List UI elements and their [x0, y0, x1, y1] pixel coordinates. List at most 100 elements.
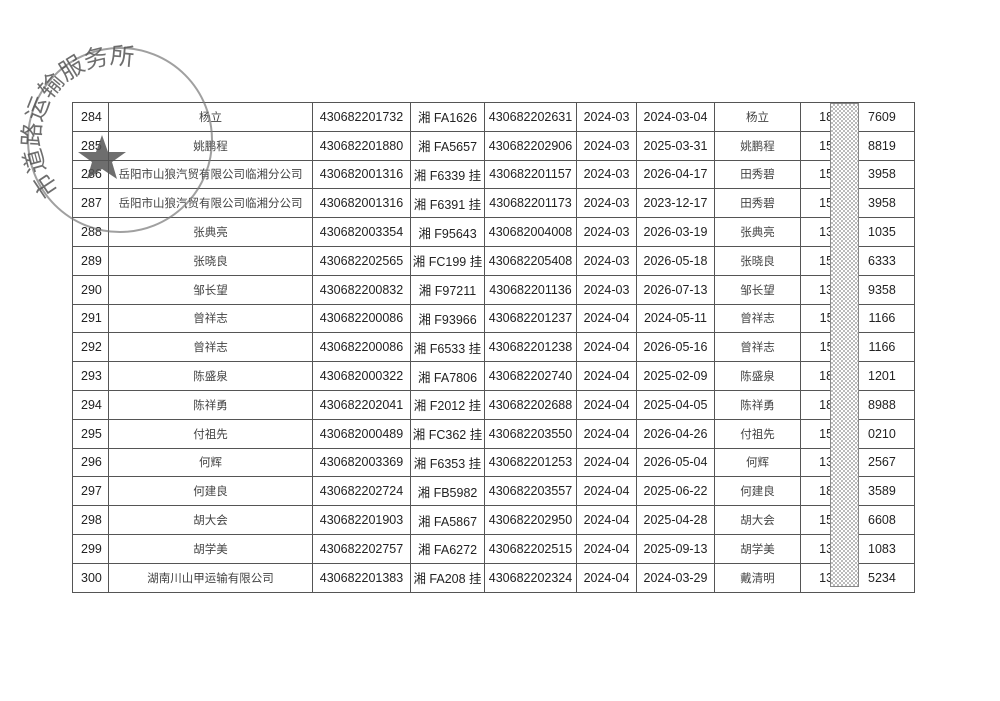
contact-name-cell: 陈盛泉 — [714, 361, 801, 391]
certificate-number-cell: 430682201136 — [484, 274, 577, 305]
phone-suffix: 1083 — [868, 541, 896, 556]
certificate-number-cell: 430682205408 — [484, 245, 577, 276]
month-cell: 2024-03 — [576, 188, 637, 219]
plate-number-cell: 湘 F97211 — [410, 274, 485, 305]
expiry-date-cell: 2026-04-17 — [636, 159, 715, 190]
owner-id-cell: 430682202757 — [312, 533, 411, 564]
plate-number-cell: 湘 F95643 — [410, 217, 485, 247]
contact-name-cell: 田秀碧 — [714, 188, 801, 219]
expiry-date-cell: 2026-05-16 — [636, 332, 715, 363]
owner-id-cell: 430682200086 — [312, 332, 411, 363]
owner-id-cell: 430682003354 — [312, 217, 411, 247]
plate-number-cell: 湘 FA5867 — [410, 505, 485, 535]
owner-name-cell: 胡大会 — [108, 505, 313, 535]
table-row: 288 张典亮 430682003354 湘 F95643 430682004008 20… — [72, 217, 915, 247]
row-number-cell: 298 — [72, 505, 109, 535]
contact-name-cell: 何建良 — [714, 476, 801, 507]
month-cell: 2024-04 — [576, 505, 637, 535]
expiry-date-cell: 2024-05-11 — [636, 303, 715, 334]
contact-name-cell: 戴清明 — [714, 562, 801, 593]
month-cell: 2024-04 — [576, 332, 637, 363]
contact-name-cell: 杨立 — [714, 102, 801, 132]
plate-number-cell: 湘 FC362 挂 — [410, 418, 485, 449]
owner-id-cell: 430682000489 — [312, 418, 411, 449]
phone-suffix: 2567 — [868, 455, 896, 470]
plate-number-cell: 湘 F6533 挂 — [410, 332, 485, 363]
table-row: 292 曾祥志 430682200086 湘 F6533 挂 430682201238 2… — [72, 332, 915, 363]
certificate-number-cell: 430682203550 — [484, 418, 577, 449]
row-number-cell: 292 — [72, 332, 109, 363]
certificate-number-cell: 430682202906 — [484, 130, 577, 161]
month-cell: 2024-04 — [576, 447, 637, 478]
month-cell: 2024-03 — [576, 274, 637, 305]
owner-id-cell: 430682200086 — [312, 303, 411, 334]
phone-suffix: 8819 — [868, 138, 896, 153]
owner-id-cell: 430682201903 — [312, 505, 411, 535]
expiry-date-cell: 2026-05-18 — [636, 245, 715, 276]
expiry-date-cell: 2025-02-09 — [636, 361, 715, 391]
row-number-cell: 299 — [72, 533, 109, 564]
expiry-date-cell: 2023-12-17 — [636, 188, 715, 219]
plate-number-cell: 湘 FA5657 — [410, 130, 485, 161]
phone-suffix: 1201 — [868, 369, 896, 384]
owner-id-cell: 430682202724 — [312, 476, 411, 507]
owner-name-cell: 张晓良 — [108, 245, 313, 276]
row-number-cell: 297 — [72, 476, 109, 507]
table-row: 297 何建良 430682202724 湘 FB5982 430682203557 20… — [72, 476, 915, 507]
certificate-number-cell: 430682202740 — [484, 361, 577, 391]
phone-suffix: 3958 — [868, 167, 896, 182]
certificate-number-cell: 430682201157 — [484, 159, 577, 190]
certificate-number-cell: 430682202515 — [484, 533, 577, 564]
row-number-cell: 300 — [72, 562, 109, 593]
certificate-number-cell: 430682202324 — [484, 562, 577, 593]
contact-name-cell: 田秀碧 — [714, 159, 801, 190]
owner-id-cell: 430682000322 — [312, 361, 411, 391]
owner-id-cell: 430682201880 — [312, 130, 411, 161]
month-cell: 2024-03 — [576, 159, 637, 190]
owner-name-cell: 姚鹏程 — [108, 130, 313, 161]
table-row: 291 曾祥志 430682200086 湘 F93966 430682201237 20… — [72, 303, 915, 334]
expiry-date-cell: 2026-03-19 — [636, 217, 715, 247]
certificate-number-cell: 430682202631 — [484, 102, 577, 132]
owner-name-cell: 何建良 — [108, 476, 313, 507]
contact-name-cell: 曾祥志 — [714, 303, 801, 334]
owner-name-cell: 陈盛泉 — [108, 361, 313, 391]
certificate-number-cell: 430682201173 — [484, 188, 577, 219]
plate-number-cell: 湘 F6353 挂 — [410, 447, 485, 478]
owner-id-cell: 430682200832 — [312, 274, 411, 305]
owner-name-cell: 杨立 — [108, 102, 313, 132]
certificate-number-cell: 430682201237 — [484, 303, 577, 334]
row-number-cell: 289 — [72, 245, 109, 276]
contact-name-cell: 陈祥勇 — [714, 389, 801, 420]
expiry-date-cell: 2024-03-04 — [636, 102, 715, 132]
expiry-date-cell: 2024-03-29 — [636, 562, 715, 593]
contact-name-cell: 张典亮 — [714, 217, 801, 247]
month-cell: 2024-03 — [576, 217, 637, 247]
owner-name-cell: 邹长望 — [108, 274, 313, 305]
month-cell: 2024-03 — [576, 102, 637, 132]
plate-number-cell: 湘 FC199 挂 — [410, 245, 485, 276]
contact-name-cell: 胡学美 — [714, 533, 801, 564]
row-number-cell: 294 — [72, 389, 109, 420]
owner-name-cell: 曾祥志 — [108, 332, 313, 363]
row-number-cell: 290 — [72, 274, 109, 305]
owner-name-cell: 岳阳市山狼汽贸有限公司临湘分公司 — [108, 159, 313, 190]
owner-id-cell: 430682202565 — [312, 245, 411, 276]
expiry-date-cell: 2025-04-05 — [636, 389, 715, 420]
table-row: 296 何辉 430682003369 湘 F6353 挂 430682201253 20… — [72, 447, 915, 478]
row-number-cell: 291 — [72, 303, 109, 334]
owner-name-cell: 湖南川山甲运输有限公司 — [108, 562, 313, 593]
contact-name-cell: 何辉 — [714, 447, 801, 478]
table-row: 300 湖南川山甲运输有限公司 430682201383 湘 FA208 挂 43068… — [72, 562, 915, 593]
row-number-cell: 293 — [72, 361, 109, 391]
phone-suffix: 1166 — [868, 340, 896, 355]
plate-number-cell: 湘 F6391 挂 — [410, 188, 485, 219]
phone-suffix: 5234 — [868, 570, 896, 585]
table-row: 295 付祖先 430682000489 湘 FC362 挂 430682203550 2… — [72, 418, 915, 449]
month-cell: 2024-04 — [576, 361, 637, 391]
owner-name-cell: 何辉 — [108, 447, 313, 478]
certificate-number-cell: 430682201238 — [484, 332, 577, 363]
plate-number-cell: 湘 F6339 挂 — [410, 159, 485, 190]
month-cell: 2024-03 — [576, 245, 637, 276]
plate-number-cell: 湘 FA6272 — [410, 533, 485, 564]
